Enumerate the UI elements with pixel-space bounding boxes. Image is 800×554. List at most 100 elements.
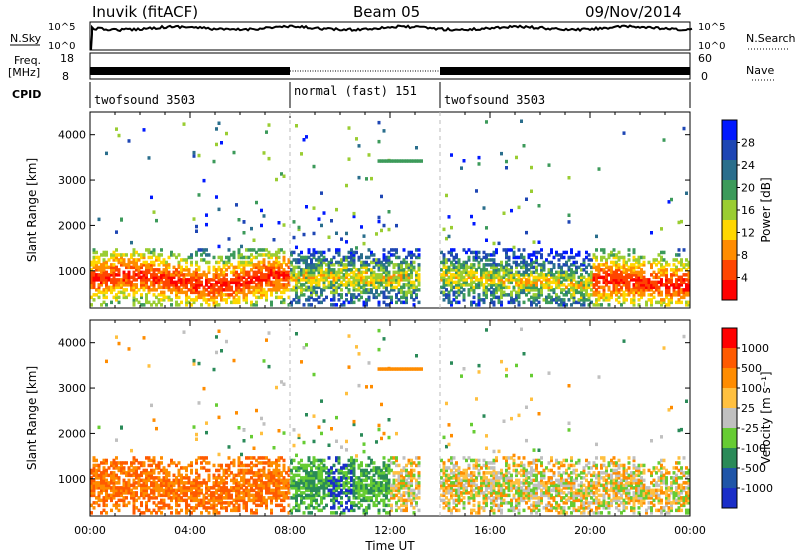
- power-cell: [525, 273, 528, 277]
- velocity-cell: [235, 486, 238, 490]
- power-cell: [572, 273, 576, 277]
- power-cell: [485, 226, 488, 230]
- power-cell: [252, 238, 256, 242]
- power-cell: [535, 303, 538, 307]
- velocity-cell: [247, 483, 251, 488]
- power-cell: [327, 260, 331, 265]
- power-cell: [500, 295, 503, 300]
- velocity-cell: [165, 471, 168, 475]
- power-cell: [250, 290, 253, 295]
- velocity-cell: [197, 503, 201, 508]
- power-cell: [260, 223, 263, 228]
- velocity-cell: [295, 468, 298, 473]
- power-cell: [627, 253, 631, 257]
- power-cell: [367, 280, 371, 285]
- power-cell: [485, 270, 488, 275]
- velocity-cell: [340, 491, 343, 495]
- velocity-cell: [302, 468, 306, 473]
- power-cell: [272, 238, 276, 242]
- velocity-cell: [162, 488, 166, 493]
- power-cell: [390, 288, 393, 292]
- power-cell: [385, 288, 388, 292]
- velocity-cell: [102, 498, 106, 503]
- power-cell: [605, 260, 608, 265]
- power-cell: [647, 288, 651, 292]
- power-cell: [245, 273, 248, 277]
- power-cell: [450, 280, 453, 285]
- power-cell: [365, 265, 368, 270]
- power-cell: [252, 270, 256, 275]
- velocity-cell: [292, 428, 296, 432]
- power-cell: [347, 290, 351, 295]
- power-cell: [215, 275, 218, 280]
- power-cell: [547, 280, 551, 285]
- velocity-cell: [190, 471, 193, 475]
- power-cell: [92, 255, 96, 260]
- velocity-cell: [327, 473, 331, 478]
- velocity-cell: [295, 481, 298, 485]
- power-cell: [610, 275, 613, 280]
- velocity-cell: [245, 491, 248, 495]
- velocity-cell: [275, 466, 278, 470]
- velocity-cell: [282, 508, 286, 513]
- power-cell: [605, 270, 608, 275]
- power-cell: [532, 288, 536, 292]
- power-cell: [605, 273, 608, 277]
- power-cell: [652, 283, 656, 287]
- power-cell: [417, 288, 421, 292]
- power-cell: [632, 290, 636, 295]
- power-cell: [415, 270, 418, 275]
- power-cell: [562, 273, 566, 277]
- velocity-cell: [127, 468, 131, 473]
- power-cell: [92, 260, 96, 265]
- power-cell: [622, 258, 626, 262]
- power-cell: [662, 300, 666, 305]
- power-cell: [455, 285, 458, 290]
- velocity-cell: [400, 481, 403, 485]
- power-cell: [412, 253, 416, 257]
- power-cell: [555, 283, 558, 287]
- power-cell: [467, 288, 471, 292]
- power-cell: [237, 273, 241, 277]
- power-cell: [202, 273, 206, 277]
- power-cell: [650, 303, 653, 307]
- velocity-cell: [402, 503, 406, 508]
- power-cell: [645, 303, 648, 307]
- velocity-cell: [342, 471, 346, 475]
- velocity-cell: [145, 486, 148, 490]
- velocity-cell: [182, 466, 186, 470]
- velocity-cell: [220, 466, 223, 470]
- power-cell: [595, 293, 598, 297]
- power-cell: [122, 273, 126, 277]
- power-cell: [152, 270, 156, 275]
- power-cell: [607, 273, 611, 277]
- power-cell: [170, 283, 173, 287]
- velocity-cell: [360, 473, 363, 478]
- velocity-cell: [197, 483, 201, 488]
- power-cell: [290, 260, 293, 265]
- velocity-cell: [187, 486, 191, 490]
- power-cell: [440, 250, 443, 255]
- power-cell: [480, 275, 483, 280]
- velocity-cell: [237, 498, 241, 503]
- power-cell: [252, 273, 256, 277]
- power-cell: [327, 283, 331, 287]
- power-cell: [207, 293, 211, 297]
- power-cell: [352, 265, 356, 270]
- velocity-cell: [282, 382, 286, 386]
- velocity-cell: [317, 503, 321, 508]
- power-cell: [640, 268, 643, 272]
- velocity-cell: [242, 496, 246, 500]
- power-cell: [262, 278, 266, 282]
- velocity-cell: [307, 511, 311, 515]
- power-cell: [107, 288, 111, 292]
- power-cell: [382, 278, 386, 282]
- power-cell: [300, 250, 303, 255]
- velocity-cell: [150, 511, 153, 515]
- velocity-cell: [132, 456, 136, 460]
- power-cell: [200, 293, 203, 297]
- power-cell: [267, 283, 271, 287]
- power-cell: [197, 273, 201, 277]
- power-cell: [627, 288, 631, 292]
- power-cell: [532, 275, 536, 280]
